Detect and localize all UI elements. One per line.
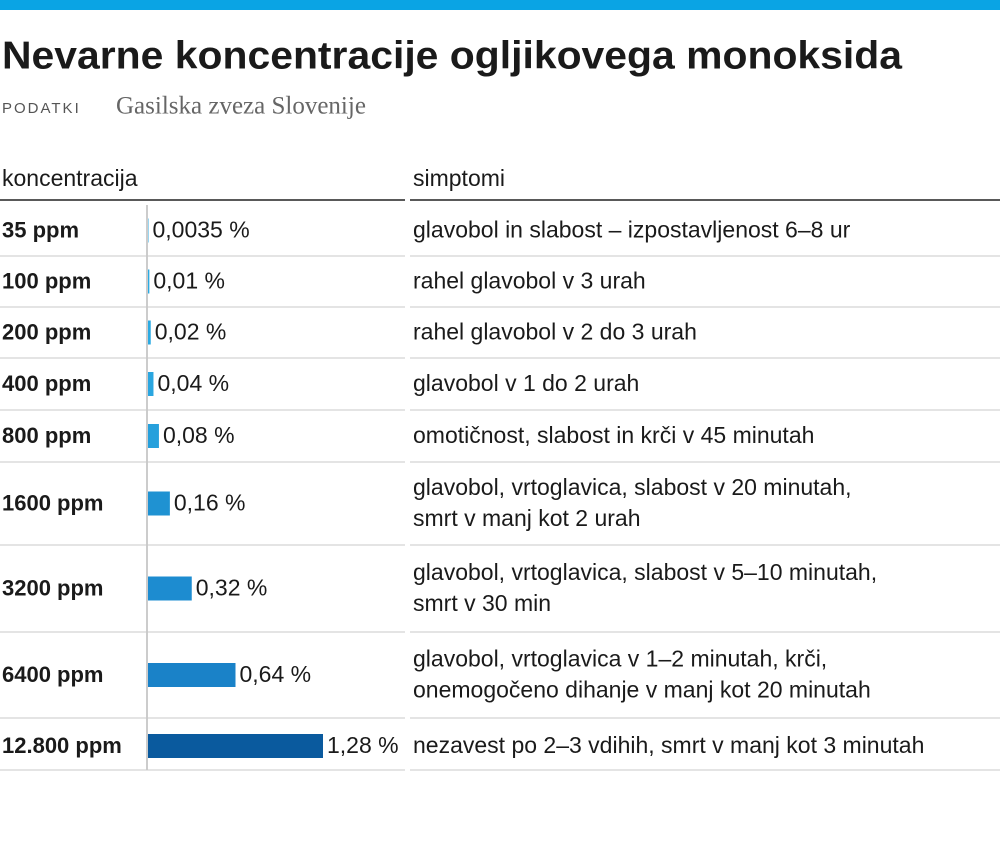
symptom-text: rahel glavobol v 2 do 3 urah: [413, 319, 697, 345]
value-label: 0,16 %: [174, 490, 246, 516]
symptom-text: onemogočeno dihanje v manj kot 20 minuta…: [413, 677, 871, 703]
symptom-text: glavobol in slabost – izpostavljenost 6–…: [413, 217, 851, 243]
bar: [148, 576, 192, 601]
symptom-text: smrt v 30 min: [413, 590, 551, 616]
symptom-text: omotičnost, slabost in krči v 45 minutah: [413, 422, 814, 448]
bar: [148, 269, 150, 294]
symptom-text: glavobol, vrtoglavica, slabost v 5–10 mi…: [413, 559, 877, 585]
symptom-text: nezavest po 2–3 vdihih, smrt v manj kot …: [413, 732, 924, 758]
column-header: koncentracija: [2, 165, 138, 191]
source-label: PODATKI: [2, 100, 81, 117]
value-label: 0,04 %: [157, 370, 229, 396]
category-label: 1600 ppm: [2, 490, 104, 515]
value-label: 0,0035 %: [152, 217, 249, 243]
value-label: 0,01 %: [153, 268, 225, 294]
symptom-text: glavobol, vrtoglavica, slabost v 20 minu…: [413, 474, 852, 500]
category-label: 800 ppm: [2, 423, 91, 448]
symptom-text: glavobol, vrtoglavica v 1–2 minutah, krč…: [413, 646, 827, 672]
bar: [148, 320, 151, 345]
value-label: 0,32 %: [196, 575, 268, 601]
category-label: 3200 ppm: [2, 575, 104, 600]
symptom-text: smrt v manj kot 2 urah: [413, 505, 641, 531]
category-label: 200 ppm: [2, 319, 91, 344]
symptom-text: rahel glavobol v 3 urah: [413, 268, 646, 294]
bar: [148, 734, 323, 758]
column-header: simptomi: [413, 165, 505, 191]
category-label: 35 ppm: [2, 217, 79, 242]
value-label: 0,64 %: [240, 661, 312, 687]
value-label: 0,08 %: [163, 422, 235, 448]
value-label: 0,02 %: [155, 319, 227, 345]
value-label: 1,28 %: [327, 732, 399, 758]
category-label: 400 ppm: [2, 371, 91, 396]
category-label: 100 ppm: [2, 268, 91, 293]
bar: [148, 491, 170, 516]
symptom-text: glavobol v 1 do 2 urah: [413, 370, 639, 396]
bar: [148, 424, 159, 448]
bar: [148, 663, 236, 687]
chart-title: Nevarne koncentracije ogljikovega monoks…: [2, 34, 902, 77]
top-stripe: [0, 0, 1000, 10]
source: Gasilska zveza Slovenije: [116, 93, 366, 120]
category-label: 6400 ppm: [2, 662, 104, 687]
bar: [148, 372, 154, 396]
category-label: 12.800 ppm: [2, 733, 122, 758]
